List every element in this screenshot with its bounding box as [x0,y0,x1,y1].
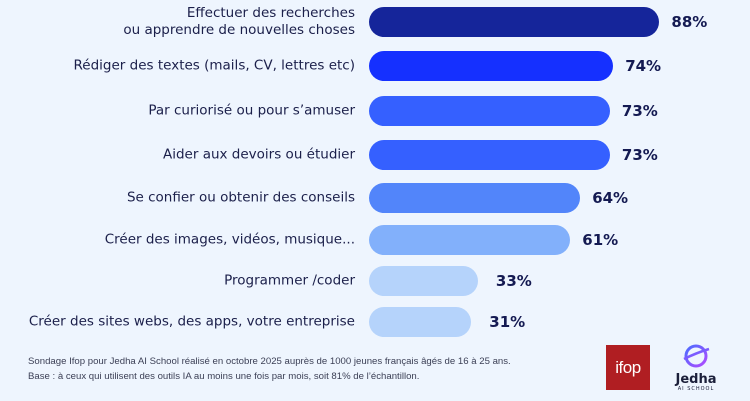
bar-row: Se confier ou obtenir des conseils 64% [0,183,750,213]
data-label: 73% [621,146,658,164]
category-label: Programmer /coder [224,272,355,289]
bar-row: Aider aux devoirs ou étudier 73% [0,140,750,170]
bar [369,7,660,37]
footnote-line-1: Sondage Ifop pour Jedha AI School réalis… [28,356,511,367]
data-label: 61% [582,231,619,249]
ifop-logo: ifop [606,345,650,390]
category-label: Aider aux devoirs ou étudier [163,146,355,163]
category-label: Créer des sites webs, des apps, votre en… [28,313,355,330]
bar [369,96,610,126]
bar [369,225,571,255]
bar-row: Créer des sites webs, des apps, votre en… [0,307,750,337]
category-label: Créer des images, vidéos, musique... [104,231,355,248]
data-label: 73% [621,102,658,120]
bar-row: Programmer /coder 33% [0,266,750,296]
bar [369,307,472,337]
ifop-logo-text: ifop [615,357,641,377]
category-label: Effectuer des recherches ou apprendre de … [123,5,355,38]
bar [369,183,581,213]
bar-row: Par curiorisé ou pour s’amuser 73% [0,96,750,126]
bar [369,140,610,170]
category-label: Rédiger des textes (mails, CV, lettres e… [73,57,355,74]
bar-row: Créer des images, vidéos, musique... 61% [0,225,750,255]
footnote: Sondage Ifop pour Jedha AI School réalis… [28,354,511,384]
data-label: 64% [592,189,629,207]
data-label: 33% [495,272,532,290]
bar [369,51,614,81]
jedha-emblem-icon [683,344,710,368]
data-label: 88% [671,13,708,31]
bar-row: Rédiger des textes (mails, CV, lettres e… [0,51,750,81]
bar [369,266,478,296]
data-label: 74% [625,57,662,75]
category-label: Se confier ou obtenir des conseils [126,189,355,206]
footnote-line-2: Base : à ceux qui utilisent des outils I… [28,371,420,382]
data-label: 31% [489,313,526,331]
jedha-name: Jedha [675,372,717,387]
jedha-subtitle: AI SCHOOL [677,386,715,392]
category-label: Par curiorisé ou pour s’amuser [148,102,355,119]
bar-row: Effectuer des recherches ou apprendre de … [0,5,750,38]
bar-chart: Effectuer des recherches ou apprendre de … [0,5,750,337]
jedha-logo: Jedha AI SCHOOL [668,343,724,395]
